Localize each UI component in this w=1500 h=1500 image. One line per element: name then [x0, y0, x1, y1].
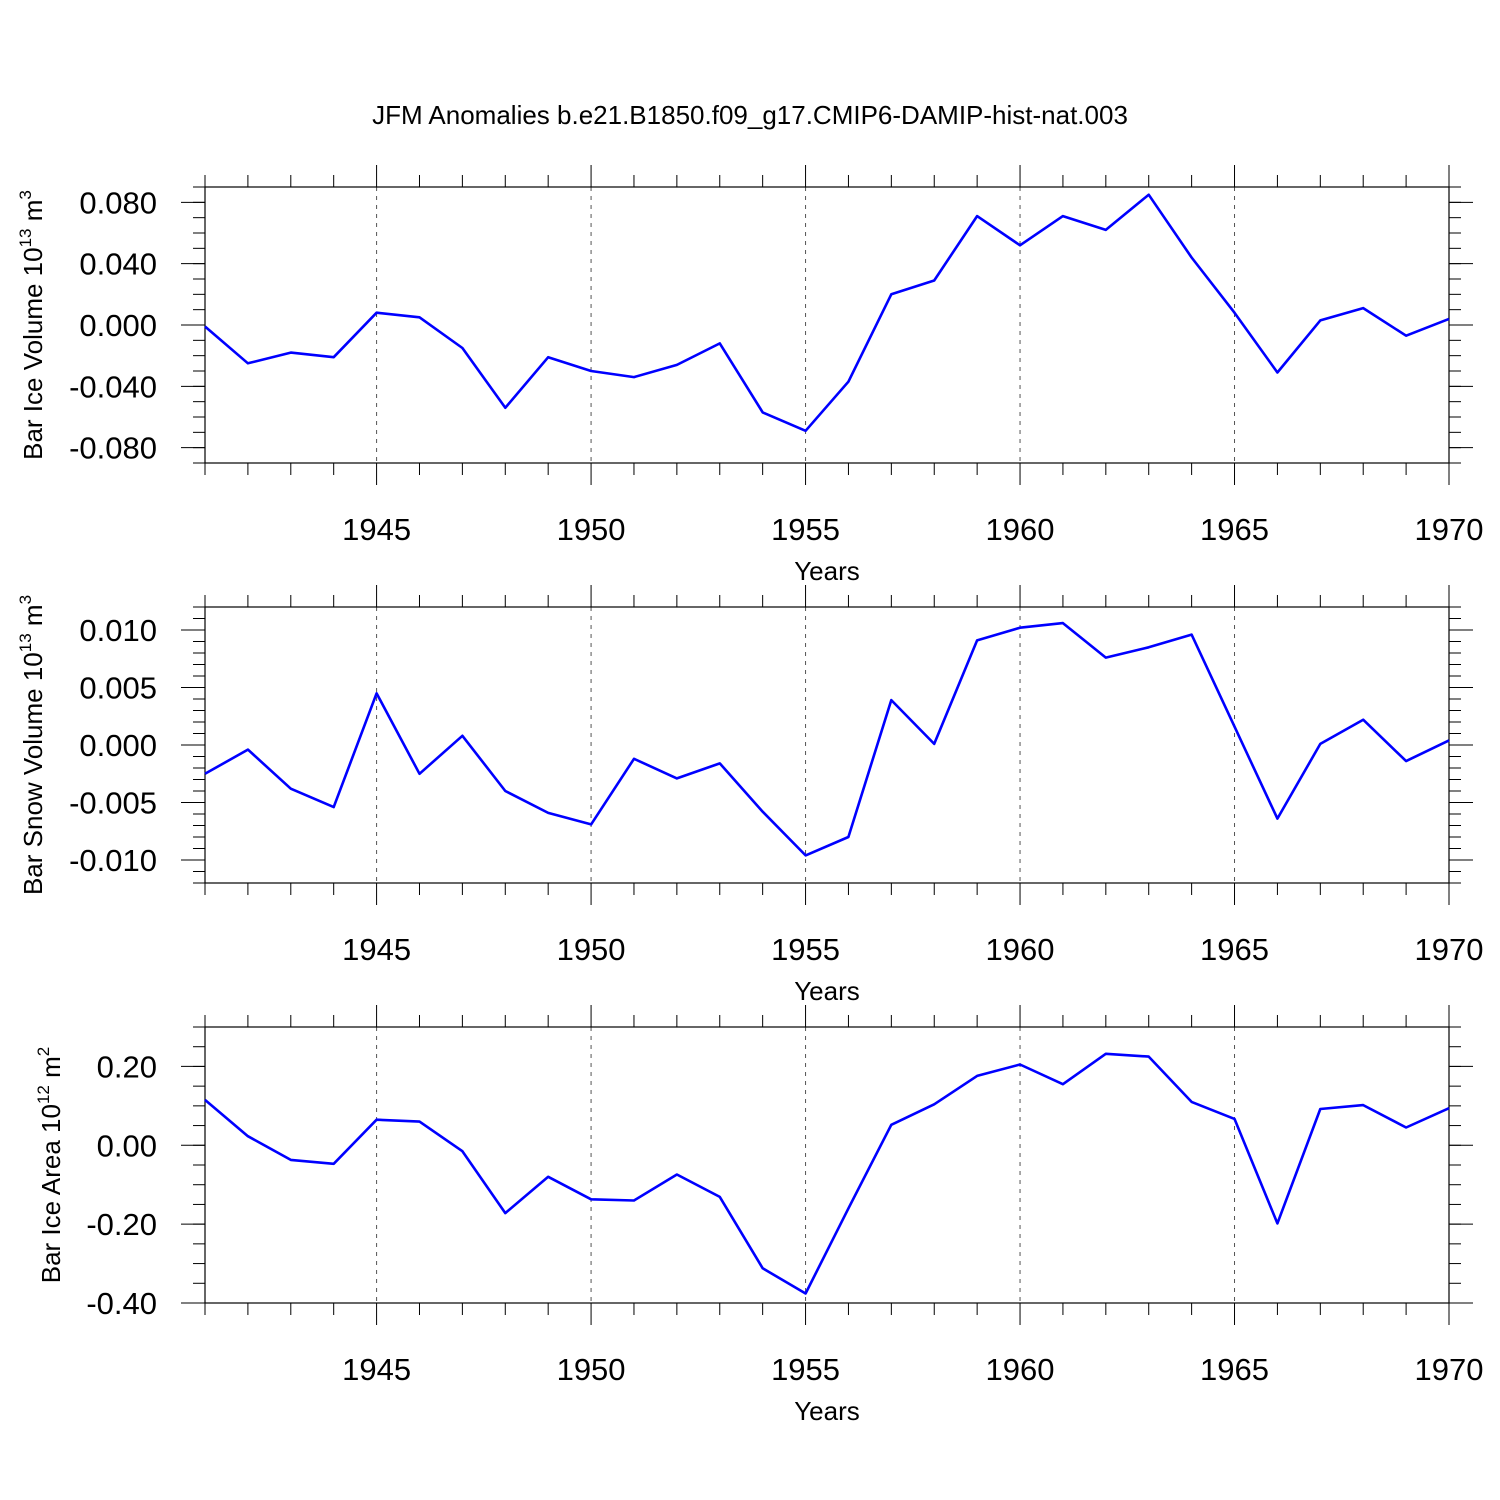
- x-tick-label: 1950: [557, 512, 626, 547]
- y-tick-label: -0.40: [86, 1286, 157, 1321]
- x-tick-label: 1945: [342, 1352, 411, 1387]
- y-tick-label: 0.040: [79, 247, 157, 282]
- series-line: [204, 1052, 1450, 1295]
- x-tick-label: 1955: [771, 932, 840, 967]
- y-axis-label: Bar Ice Area 1012 m2: [34, 1047, 66, 1284]
- y-axis-label: Bar Snow Volume 1013 m3: [16, 595, 48, 895]
- x-tick-label: 1955: [771, 512, 840, 547]
- x-tick-label: 1960: [986, 512, 1055, 547]
- series-line: [204, 621, 1450, 857]
- x-tick-label: 1970: [1415, 1352, 1484, 1387]
- x-tick-label: 1965: [1200, 932, 1269, 967]
- series-line: [204, 193, 1450, 433]
- x-tick-label: 1955: [771, 1352, 840, 1387]
- y-tick-label: 0.000: [79, 308, 157, 343]
- panel-1: 0.080 0.040 0.000 -0.040 -0.080 1945 1950 1955 1…: [16, 165, 1483, 586]
- x-tick-label: 1950: [557, 1352, 626, 1387]
- y-tick-label: -0.20: [86, 1207, 157, 1242]
- plot-frame: [204, 1026, 1450, 1304]
- y-tick-label: -0.005: [69, 786, 157, 821]
- x-tick-label: 1965: [1200, 1352, 1269, 1387]
- x-axis-label: Years: [794, 556, 860, 586]
- x-tick-label: 1965: [1200, 512, 1269, 547]
- y-tick-label: -0.010: [69, 843, 157, 878]
- x-tick-label: 1970: [1415, 512, 1484, 547]
- panel-3: 0.20 0.00 -0.20 -0.40 1945 1950 1955 1960 1965 19…: [34, 1005, 1483, 1426]
- y-tick-label: 0.010: [79, 613, 157, 648]
- x-tick-label: 1945: [342, 932, 411, 967]
- chart-title: JFM Anomalies b.e21.B1850.f09_g17.CMIP6-…: [372, 100, 1128, 130]
- x-tick-label: 1945: [342, 512, 411, 547]
- x-tick-label: 1950: [557, 932, 626, 967]
- y-tick-label: 0.000: [79, 728, 157, 763]
- plot-frame: [204, 606, 1450, 884]
- y-tick-label: 0.080: [79, 185, 157, 220]
- plot-frame: [204, 186, 1450, 464]
- y-tick-label: 0.005: [79, 671, 157, 706]
- y-tick-label: -0.080: [69, 431, 157, 466]
- x-axis-label: Years: [794, 976, 860, 1006]
- x-tick-label: 1970: [1415, 932, 1484, 967]
- y-tick-label: 0.00: [97, 1128, 157, 1163]
- y-tick-label: 0.20: [97, 1049, 157, 1084]
- y-axis-label: Bar Ice Volume 1013 m3: [16, 190, 48, 460]
- x-tick-label: 1960: [986, 932, 1055, 967]
- x-axis-label: Years: [794, 1396, 860, 1426]
- x-tick-label: 1960: [986, 1352, 1055, 1387]
- y-tick-label: -0.040: [69, 369, 157, 404]
- panel-2: 0.010 0.005 0.000 -0.005 -0.010 1945 1950 1955 1…: [16, 585, 1483, 1006]
